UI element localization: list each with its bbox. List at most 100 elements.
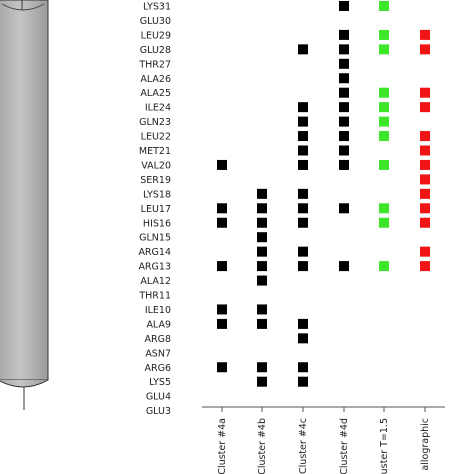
mark-val20-col4 — [339, 159, 349, 170]
mark-leu29-col4 — [339, 29, 349, 40]
residue-label: LYS5 — [149, 377, 171, 388]
mark-ile24-col5 — [379, 102, 389, 113]
mark-leu17-col6 — [420, 203, 430, 214]
mark-leu17-col3 — [298, 203, 308, 214]
mark-ile24-col4 — [339, 102, 349, 113]
residue-label: ILE10 — [145, 305, 171, 316]
column-label: Cluster #4d — [339, 418, 350, 474]
x-axis — [202, 406, 445, 412]
mark-glu28-col3 — [298, 44, 308, 55]
mark-ile10-col2 — [257, 304, 267, 315]
residue-label: GLN23 — [139, 117, 171, 128]
mark-gln23-col5 — [379, 116, 389, 127]
column-label: uster T=1.5 — [379, 418, 390, 474]
column-label: Cluster #4b — [257, 418, 268, 474]
mark-layer — [217, 1, 430, 387]
mark-arg6-col2 — [257, 362, 267, 373]
column-labels: Cluster #4a Cluster #4b Cluster #4c Cluster… — [217, 418, 431, 474]
mark-val20-col5 — [379, 159, 389, 170]
mark-glu28-col6 — [420, 44, 430, 55]
residue-label: ALA12 — [140, 276, 171, 287]
residue-label: ARG13 — [138, 262, 171, 273]
mark-gln15-col2 — [257, 232, 267, 243]
mark-leu17-col1 — [217, 203, 227, 214]
mark-glu28-col5 — [379, 44, 389, 55]
mark-ala9-col2 — [257, 318, 267, 329]
mark-val20-col3 — [298, 159, 308, 170]
mark-gln23-col3 — [298, 116, 308, 127]
mark-arg13-col3 — [298, 261, 308, 272]
mark-lys31-col5 — [379, 1, 389, 11]
residue-label: MET21 — [139, 146, 171, 157]
mark-val20-col6 — [420, 159, 430, 170]
mark-his16-col2 — [257, 217, 267, 228]
residue-label: LEU22 — [141, 132, 171, 143]
mark-ser19-col6 — [420, 174, 430, 185]
residue-label: ASN7 — [145, 348, 171, 359]
mark-met21-col3 — [298, 145, 308, 156]
mark-ala25-col4 — [339, 87, 349, 98]
residue-label: GLN15 — [139, 233, 171, 244]
mark-ala12-col2 — [257, 275, 267, 286]
mark-arg14-col2 — [257, 246, 267, 257]
mark-leu22-col6 — [420, 131, 430, 142]
residue-label: GLU3 — [146, 406, 171, 417]
mark-ala26-col4 — [339, 73, 349, 84]
mark-met21-col4 — [339, 145, 349, 156]
mark-ala25-col5 — [379, 87, 389, 98]
residue-label: ARG6 — [144, 363, 171, 374]
mark-his16-col5 — [379, 217, 389, 228]
mark-leu29-col6 — [420, 29, 430, 40]
mark-gln23-col4 — [339, 116, 349, 127]
residue-label: THR11 — [138, 291, 171, 302]
mark-leu29-col5 — [379, 29, 389, 40]
residue-label: ARG14 — [138, 247, 171, 258]
mark-leu17-col4 — [339, 203, 349, 214]
residue-label: ALA25 — [140, 88, 171, 99]
mark-arg13-col1 — [217, 261, 227, 272]
residue-label: ILE24 — [145, 103, 171, 114]
mark-met21-col6 — [420, 145, 430, 156]
mark-leu22-col4 — [339, 131, 349, 142]
mark-leu17-col5 — [379, 203, 389, 214]
mark-arg14-col6 — [420, 246, 430, 257]
residue-label: THR27 — [138, 59, 171, 70]
mark-ile24-col6 — [420, 102, 430, 113]
mark-leu22-col5 — [379, 131, 389, 142]
mark-his16-col3 — [298, 217, 308, 228]
mark-lys5-col3 — [298, 376, 308, 387]
mark-his16-col1 — [217, 217, 227, 228]
mark-arg6-col3 — [298, 362, 308, 373]
mark-val20-col1 — [217, 159, 227, 170]
mark-leu17-col2 — [257, 203, 267, 214]
column-label: allographic — [420, 418, 431, 471]
mark-leu22-col3 — [298, 131, 308, 142]
mark-arg13-col6 — [420, 261, 430, 272]
mark-ile10-col1 — [217, 304, 227, 315]
mark-glu28-col4 — [339, 44, 349, 55]
mark-arg14-col3 — [298, 246, 308, 257]
mark-thr27-col4 — [339, 58, 349, 69]
mark-lys5-col2 — [257, 376, 267, 387]
residue-label: GLU30 — [140, 16, 171, 27]
residue-label: GLU28 — [140, 45, 171, 56]
mark-lys18-col2 — [257, 188, 267, 199]
mark-arg13-col2 — [257, 261, 267, 272]
helix-cylinder-icon — [0, 0, 49, 410]
residue-label: SER19 — [140, 175, 171, 186]
mark-ala25-col6 — [420, 87, 430, 98]
mark-lys31-col4 — [339, 1, 349, 11]
residue-label: ALA9 — [146, 319, 171, 330]
residue-label: LYS18 — [143, 189, 171, 200]
residue-label: HIS16 — [143, 218, 171, 229]
residue-labels: LYS31 GLU30 LEU29 GLU28 THR27 ALA26 ALA25 ILE24… — [138, 2, 171, 418]
mark-lys18-col3 — [298, 188, 308, 199]
residue-label: GLU4 — [146, 392, 171, 403]
column-label: Cluster #4a — [217, 418, 228, 474]
mark-ile24-col3 — [298, 102, 308, 113]
mark-arg8-col3 — [298, 333, 308, 344]
residue-label: ARG8 — [144, 334, 171, 345]
column-label: Cluster #4c — [298, 418, 309, 474]
mark-lys18-col6 — [420, 188, 430, 199]
